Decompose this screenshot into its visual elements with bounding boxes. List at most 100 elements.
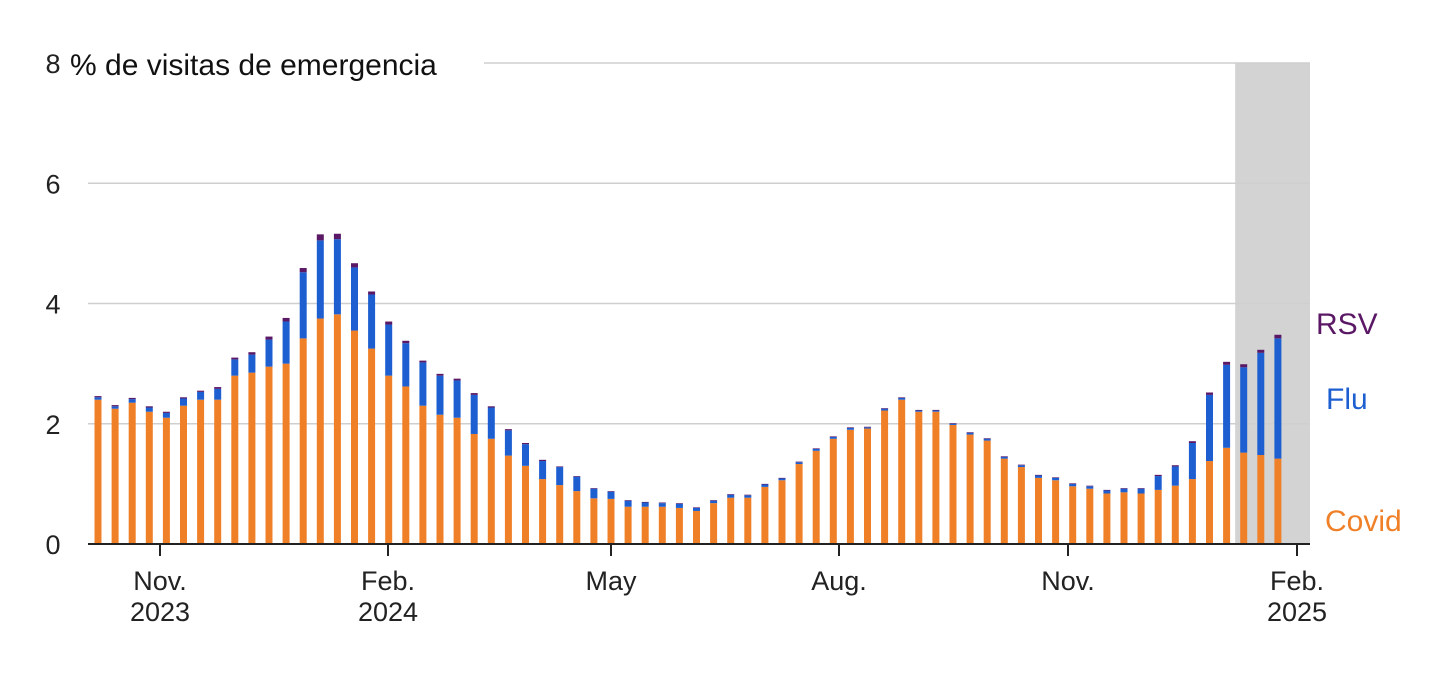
bar-covid [898,399,906,544]
bar-covid [504,455,512,544]
bar-flu [573,476,581,492]
bar-rsv [590,488,598,489]
bar-covid [197,399,205,544]
bar-covid [368,348,376,544]
bar-covid [846,429,854,544]
bar-covid [1274,458,1282,544]
bar-covid [983,440,991,544]
bar-covid [744,497,752,544]
bar-rsv [983,438,991,439]
bar-rsv [94,396,102,398]
bar-rsv [846,427,854,428]
series-label-flu: Flu [1326,383,1368,416]
bar-covid [1223,447,1231,544]
bar-covid [573,491,581,544]
y-tick-label: 2 [45,410,60,440]
bar-rsv [710,500,718,501]
bar-covid [145,411,153,544]
bar-flu [1086,486,1094,489]
bar-rsv [966,432,974,433]
bar-flu [624,500,632,507]
bar-flu [983,438,991,441]
bar-rsv [812,448,820,449]
bar-flu [1240,367,1248,453]
bar-flu [710,500,718,504]
bar-rsv [693,507,700,508]
x-tick-label: Nov. [133,566,187,596]
bar-flu [966,432,974,435]
bar-rsv [1103,489,1111,491]
y-tick-label: 4 [45,290,60,320]
bar-covid [761,486,769,544]
series-label-covid: Covid [1325,505,1402,538]
y-tick-label: 0 [45,530,60,560]
bar-rsv [675,503,683,504]
bar-covid [231,375,239,544]
bar-covid [1188,479,1196,544]
bar-covid [1206,461,1213,544]
bar-rsv [333,233,341,240]
bar-covid [641,506,649,544]
x-tick-label: Nov. [1041,566,1095,596]
bars [94,233,1282,545]
bar-flu [829,436,837,439]
bar-flu [487,407,495,439]
bar-flu [1052,477,1060,481]
bar-flu [846,427,854,430]
bar-covid [402,386,410,544]
bar-rsv [1017,464,1025,466]
bar-flu [1188,442,1196,480]
bar-rsv [949,423,957,424]
bar-flu [1120,488,1128,493]
bar-rsv [1154,474,1162,477]
bar-covid [556,485,564,544]
bar-flu [128,399,136,403]
bar-covid [333,314,341,544]
bar-rsv [214,387,222,389]
bar-rsv [1137,488,1145,489]
bar-covid [658,506,666,544]
bar-covid [248,372,256,544]
bar-covid [522,465,529,544]
bar-rsv [419,360,427,363]
bar-covid [1035,477,1042,544]
bar-rsv [864,426,871,428]
bar-flu [1035,475,1042,478]
bar-covid [966,434,974,544]
bar-flu [556,467,564,486]
bar-rsv [1171,465,1179,467]
bar-flu [1154,476,1162,490]
bar-flu [675,503,683,508]
bar-covid [487,438,495,544]
bar-rsv [299,268,307,273]
bar-covid [624,506,632,544]
bar-flu [1069,483,1077,487]
bar-rsv [573,476,581,477]
bar-flu [761,484,769,487]
bar-covid [949,424,957,544]
bar-rsv [1035,474,1042,476]
bar-rsv [282,317,290,322]
bar-covid [162,417,170,544]
bar-rsv [197,390,205,392]
bar-rsv [881,408,889,409]
bar-rsv [351,263,358,268]
y-tick-label: 8 [45,49,60,79]
x-tick-year-label: 2023 [130,597,190,627]
bar-covid [1120,492,1128,544]
bar-covid [453,417,461,544]
y-tick-label: 6 [45,169,60,199]
bar-rsv [795,461,803,463]
bar-flu [453,380,461,418]
bar-flu [727,494,735,498]
x-tick-year-label: 2024 [358,597,418,627]
bar-covid [470,433,478,544]
bar-flu [145,407,153,412]
bar-covid [1017,467,1025,544]
bar-rsv [385,321,393,325]
bar-rsv [504,429,512,431]
bar-rsv [761,483,769,485]
bar-covid [1171,485,1179,544]
bar-rsv [368,291,376,295]
x-tick-label: Feb. [1270,566,1324,596]
